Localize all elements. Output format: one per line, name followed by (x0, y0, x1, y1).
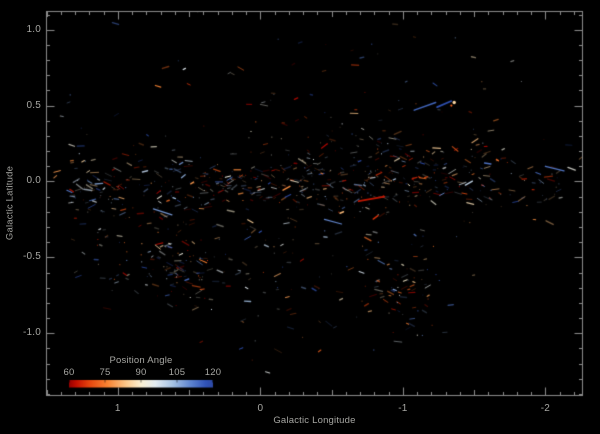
x-tick-label: -1 (398, 403, 408, 414)
x-tick-label: 0 (257, 403, 264, 414)
y-tick-label: 1.0 (26, 23, 41, 35)
y-tick-label: 0.5 (26, 99, 41, 111)
x-tick-label: 1 (114, 403, 121, 414)
x-tick-label: -2 (540, 403, 551, 414)
y-tick-label: -0.5 (22, 251, 41, 263)
colorbar-tick-label: 105 (168, 367, 186, 378)
colorbar-tick-label: 60 (63, 367, 75, 378)
colorbar-title: Position Angle (109, 355, 173, 366)
colorbar-tick-label: 75 (99, 367, 111, 378)
colorbar-tick-label: 90 (135, 367, 147, 378)
y-tick-label: -1.0 (22, 327, 41, 339)
x-axis-title: Galactic Longitude (273, 415, 356, 426)
colorbar-tick-label: 120 (204, 367, 222, 378)
y-tick-label: 0.0 (26, 175, 41, 187)
